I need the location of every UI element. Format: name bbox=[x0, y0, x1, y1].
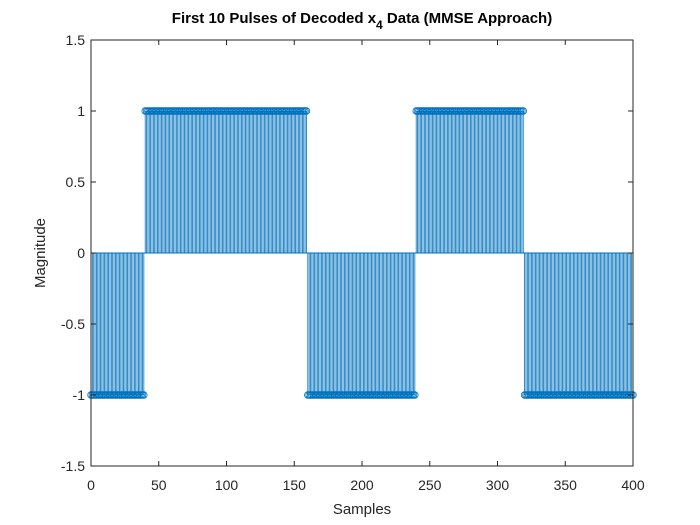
y-tick-label: 0.5 bbox=[66, 174, 86, 190]
y-tick-label: 0 bbox=[77, 245, 85, 261]
x-tick-label: 300 bbox=[486, 477, 510, 493]
title-subscript: 4 bbox=[376, 18, 383, 32]
stem-marker bbox=[302, 107, 311, 115]
stem-marker bbox=[519, 107, 527, 115]
x-tick-label: 350 bbox=[554, 477, 578, 493]
y-axis-ticks: -1.5 -1 -0.5 0 0.5 1 1.5 bbox=[61, 32, 633, 474]
y-tick-label: -1.5 bbox=[61, 458, 85, 474]
x-tick-label: 400 bbox=[621, 477, 645, 493]
x-axis-label: Samples bbox=[333, 501, 391, 518]
x-tick-label: 200 bbox=[350, 477, 374, 493]
y-tick-label: 1 bbox=[77, 103, 85, 119]
x-tick-label: 0 bbox=[87, 477, 95, 493]
chart-title: First 10 Pulses of Decoded x4 Data (MMSE… bbox=[172, 10, 552, 32]
stem-markers bbox=[87, 107, 637, 399]
y-tick-label: -1 bbox=[73, 387, 86, 403]
x-axis-ticks: 0 50 100 150 200 250 300 350 400 bbox=[87, 40, 645, 493]
x-tick-label: 150 bbox=[283, 477, 307, 493]
x-tick-label: 250 bbox=[418, 477, 442, 493]
x-tick-label: 50 bbox=[151, 477, 167, 493]
y-tick-label: 1.5 bbox=[66, 32, 86, 48]
stem-series bbox=[90, 111, 634, 395]
x-tick-label: 100 bbox=[215, 477, 239, 493]
stem-marker bbox=[140, 391, 148, 399]
stem-marker bbox=[411, 391, 419, 399]
title-prefix: First 10 Pulses of Decoded x bbox=[172, 10, 377, 27]
y-axis-label: Magnitude bbox=[32, 218, 49, 288]
y-tick-label: -0.5 bbox=[61, 316, 85, 332]
title-suffix: Data (MMSE Approach) bbox=[383, 10, 552, 27]
